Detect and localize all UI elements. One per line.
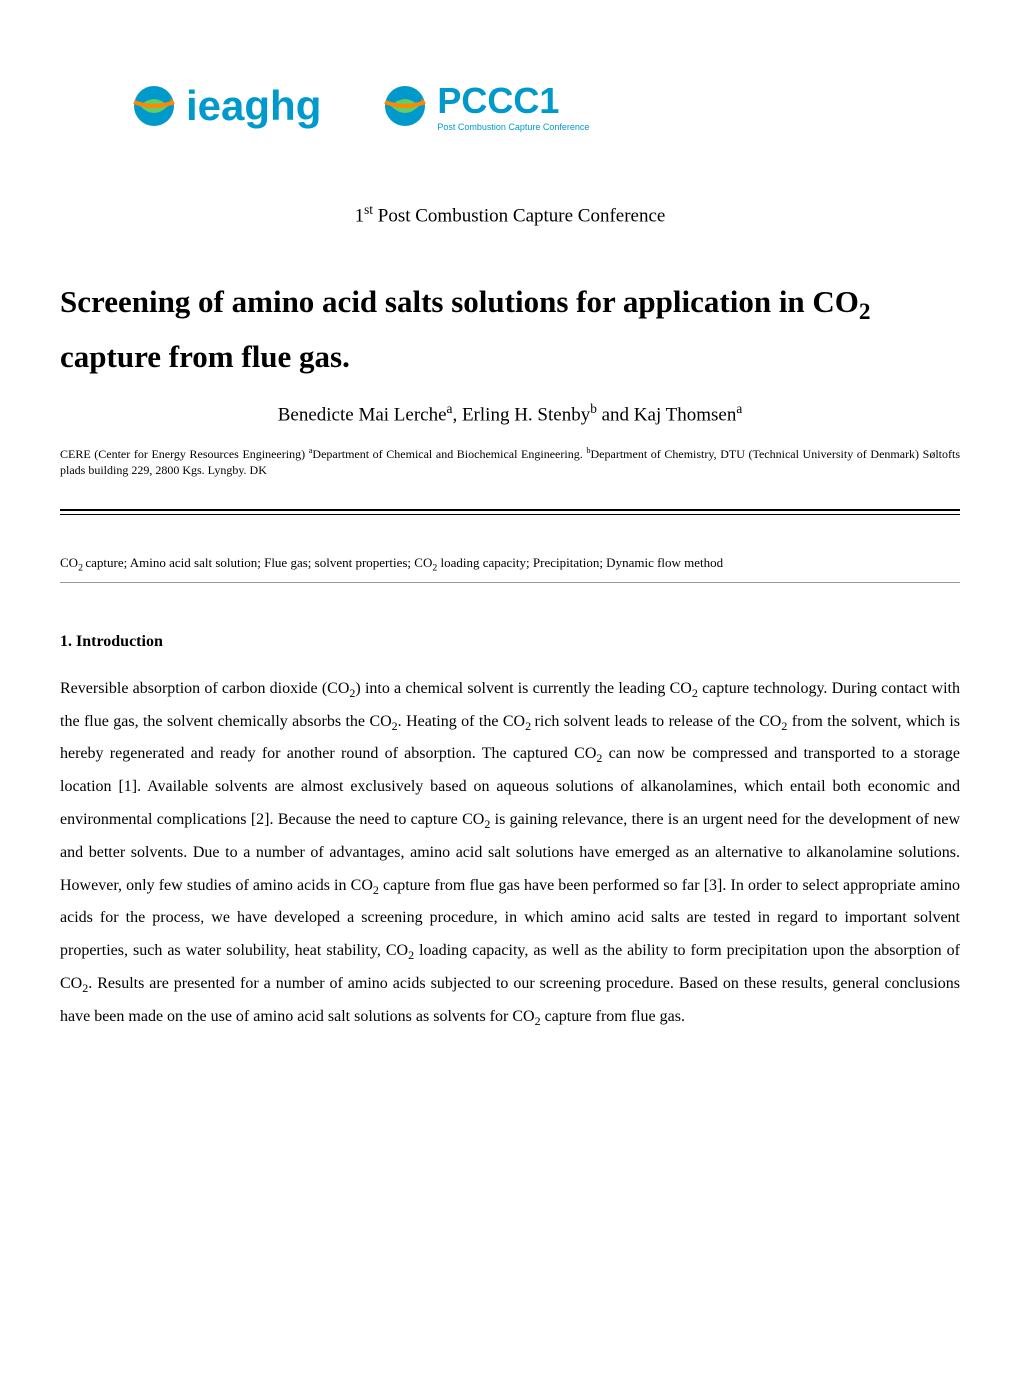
kw-3: loading capacity; Precipitation; Dynamic…	[437, 555, 723, 570]
body-t2: ) into a chemical solvent is currently t…	[355, 680, 691, 697]
affiliation-p2: Department of Chemical and Biochemical E…	[312, 447, 586, 461]
logo-pccc-text: PCCC1	[437, 80, 559, 122]
logo-pccc: PCCC1 Post Combustion Capture Conference	[381, 80, 589, 132]
logo-ieaghg: ieaghg	[130, 82, 321, 130]
author-3-sup: a	[736, 401, 742, 416]
author-sep1: ,	[452, 405, 462, 426]
body-s4: 2	[525, 719, 534, 733]
author-1: Benedicte Mai Lerche	[278, 405, 447, 426]
kw-1: CO	[60, 555, 78, 570]
kw-2: capture; Amino acid salt solution; Flue …	[85, 555, 432, 570]
body-t5: rich solvent leads to release of the CO	[535, 713, 782, 730]
author-2-sup: b	[590, 401, 597, 416]
divider-thick	[60, 509, 960, 515]
authors: Benedicte Mai Lerche a, Erling H. Stenbyb…	[60, 401, 960, 426]
author-3: Kaj Thomsen	[634, 405, 737, 426]
affiliation-p1: CERE (Center for Energy Resources Engine…	[60, 447, 309, 461]
divider-thin	[60, 582, 960, 583]
section-heading: 1. Introduction	[60, 633, 960, 651]
keywords: CO2 capture; Amino acid salt solution; F…	[60, 555, 960, 574]
conference-name-rest: Post Combustion Capture Conference	[373, 205, 665, 226]
body-t12: capture from flue gas.	[541, 1008, 685, 1025]
conference-ordinal: 1	[355, 205, 365, 226]
body-t11: . Results are presented for a number of …	[60, 975, 960, 1025]
author-sep2: and	[597, 405, 634, 426]
body-t4: . Heating of the CO	[398, 713, 525, 730]
conference-ordinal-super: st	[364, 202, 373, 217]
logos-container: ieaghg PCCC1 Post Combustion Capture Con…	[130, 80, 960, 132]
logo-pccc-sub: Post Combustion Capture Conference	[437, 122, 589, 132]
body-paragraph: Reversible absorption of carbon dioxide …	[60, 673, 960, 1034]
globe-icon	[130, 82, 178, 130]
paper-title: Screening of amino acid salts solutions …	[60, 277, 960, 381]
globe-icon	[381, 82, 429, 130]
title-sub: 2	[859, 300, 871, 326]
affiliation: CERE (Center for Energy Resources Engine…	[60, 445, 960, 480]
conference-name: 1st Post Combustion Capture Conference	[60, 202, 960, 227]
logo-ieaghg-text: ieaghg	[186, 82, 321, 130]
author-2: Erling H. Stenby	[462, 405, 590, 426]
body-t1: Reversible absorption of carbon dioxide …	[60, 680, 349, 697]
title-part1: Screening of amino acid salts solutions …	[60, 284, 859, 319]
title-part2: capture from flue gas.	[60, 339, 350, 374]
logo-pccc-block: PCCC1 Post Combustion Capture Conference	[437, 80, 589, 132]
